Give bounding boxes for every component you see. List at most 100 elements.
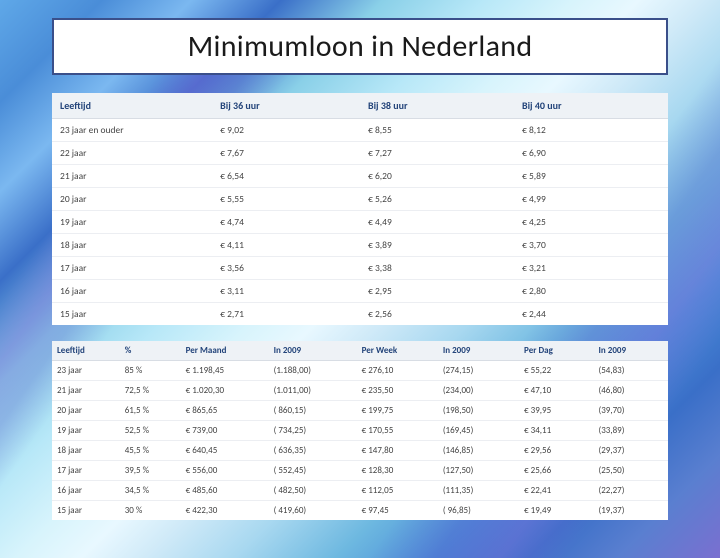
table-row: 17 jaar€ 3,56€ 3,38€ 3,21 bbox=[52, 257, 668, 280]
table-cell: € 556,00 bbox=[181, 461, 269, 481]
table-cell: (1.011,00) bbox=[269, 381, 357, 401]
table-cell: € 2,95 bbox=[360, 280, 514, 303]
table-cell: 17 jaar bbox=[52, 461, 120, 481]
hourly-wage-body: 23 jaar en ouder€ 9,02€ 8,55€ 8,1222 jaa… bbox=[52, 119, 668, 326]
table-cell: 16 jaar bbox=[52, 481, 120, 501]
table-cell: 21 jaar bbox=[52, 165, 212, 188]
table-cell: 19 jaar bbox=[52, 211, 212, 234]
table-cell: € 3,38 bbox=[360, 257, 514, 280]
table-cell: € 485,60 bbox=[181, 481, 269, 501]
table-cell: (146,85) bbox=[438, 441, 519, 461]
table-cell: 39,5 % bbox=[120, 461, 181, 481]
table-row: 20 jaar61,5 %€ 865,65( 860,15)€ 199,75(1… bbox=[52, 401, 668, 421]
tables-wrapper: Leeftijd Bij 36 uur Bij 38 uur Bij 40 uu… bbox=[52, 93, 668, 520]
col-leeftijd: Leeftijd bbox=[52, 341, 120, 361]
table-cell: € 25,66 bbox=[519, 461, 593, 481]
table-row: 20 jaar€ 5,55€ 5,26€ 4,99 bbox=[52, 188, 668, 211]
table-cell: € 34,11 bbox=[519, 421, 593, 441]
table-cell: € 5,26 bbox=[360, 188, 514, 211]
col-38uur: Bij 38 uur bbox=[360, 93, 514, 119]
table-cell: (33,89) bbox=[594, 421, 669, 441]
table-cell: (22,27) bbox=[594, 481, 669, 501]
table-cell: ( 552,45) bbox=[269, 461, 357, 481]
table-cell: 21 jaar bbox=[52, 381, 120, 401]
table-row: 15 jaar€ 2,71€ 2,56€ 2,44 bbox=[52, 303, 668, 326]
table-cell: € 19,49 bbox=[519, 501, 593, 521]
table-cell: (169,45) bbox=[438, 421, 519, 441]
table-cell: € 39,95 bbox=[519, 401, 593, 421]
table-cell: 72,5 % bbox=[120, 381, 181, 401]
table-cell: (127,50) bbox=[438, 461, 519, 481]
table-cell: € 112,05 bbox=[357, 481, 438, 501]
col-36uur: Bij 36 uur bbox=[212, 93, 360, 119]
table-cell: € 5,55 bbox=[212, 188, 360, 211]
table-cell: ( 860,15) bbox=[269, 401, 357, 421]
table-cell: € 739,00 bbox=[181, 421, 269, 441]
period-wage-table: Leeftijd % Per Maand In 2009 Per Week In… bbox=[52, 341, 668, 520]
page-title: Minimumloon in Nederland bbox=[74, 28, 646, 65]
table-row: 16 jaar€ 3,11€ 2,95€ 2,80 bbox=[52, 280, 668, 303]
col-week-2009: In 2009 bbox=[438, 341, 519, 361]
table-row: 19 jaar€ 4,74€ 4,49€ 4,25 bbox=[52, 211, 668, 234]
table-cell: € 7,27 bbox=[360, 142, 514, 165]
table-cell: € 29,56 bbox=[519, 441, 593, 461]
table-cell: € 199,75 bbox=[357, 401, 438, 421]
table-cell: 20 jaar bbox=[52, 401, 120, 421]
table-cell: € 2,80 bbox=[514, 280, 668, 303]
table-cell: (274,15) bbox=[438, 361, 519, 381]
table-row: 23 jaar en ouder€ 9,02€ 8,55€ 8,12 bbox=[52, 119, 668, 142]
table-cell: € 9,02 bbox=[212, 119, 360, 142]
table-cell: € 235,50 bbox=[357, 381, 438, 401]
table-cell: (111,35) bbox=[438, 481, 519, 501]
table-cell: ( 734,25) bbox=[269, 421, 357, 441]
table-cell: ( 636,35) bbox=[269, 441, 357, 461]
table-cell: € 640,45 bbox=[181, 441, 269, 461]
table-cell: € 4,99 bbox=[514, 188, 668, 211]
table-row: 21 jaar72,5 %€ 1.020,30(1.011,00)€ 235,5… bbox=[52, 381, 668, 401]
table-cell: 18 jaar bbox=[52, 441, 120, 461]
table-cell: € 4,11 bbox=[212, 234, 360, 257]
table-cell: 45,5 % bbox=[120, 441, 181, 461]
table-cell: (234,00) bbox=[438, 381, 519, 401]
table-cell: (39,70) bbox=[594, 401, 669, 421]
table-cell: 85 % bbox=[120, 361, 181, 381]
table-cell: € 7,67 bbox=[212, 142, 360, 165]
table-cell: (25,50) bbox=[594, 461, 669, 481]
table-cell: 16 jaar bbox=[52, 280, 212, 303]
table-cell: 34,5 % bbox=[120, 481, 181, 501]
col-week: Per Week bbox=[357, 341, 438, 361]
col-maand: Per Maand bbox=[181, 341, 269, 361]
table-cell: € 128,30 bbox=[357, 461, 438, 481]
table-cell: € 865,65 bbox=[181, 401, 269, 421]
title-container: Minimumloon in Nederland bbox=[52, 18, 668, 75]
table-cell: 23 jaar bbox=[52, 361, 120, 381]
table-row: 22 jaar€ 7,67€ 7,27€ 6,90 bbox=[52, 142, 668, 165]
table-row: 18 jaar45,5 %€ 640,45( 636,35)€ 147,80(1… bbox=[52, 441, 668, 461]
col-40uur: Bij 40 uur bbox=[514, 93, 668, 119]
table-cell: 30 % bbox=[120, 501, 181, 521]
table-cell: € 3,89 bbox=[360, 234, 514, 257]
table-row: 19 jaar52,5 %€ 739,00( 734,25)€ 170,55(1… bbox=[52, 421, 668, 441]
table-cell: € 4,25 bbox=[514, 211, 668, 234]
table-cell: € 5,89 bbox=[514, 165, 668, 188]
table-row: 15 jaar30 %€ 422,30( 419,60)€ 97,45( 96,… bbox=[52, 501, 668, 521]
table-cell: € 8,55 bbox=[360, 119, 514, 142]
table-cell: 20 jaar bbox=[52, 188, 212, 211]
table-cell: 17 jaar bbox=[52, 257, 212, 280]
table-cell: (29,37) bbox=[594, 441, 669, 461]
col-dag: Per Dag bbox=[519, 341, 593, 361]
table-cell: (198,50) bbox=[438, 401, 519, 421]
table-cell: (46,80) bbox=[594, 381, 669, 401]
table-cell: ( 96,85) bbox=[438, 501, 519, 521]
col-maand-2009: In 2009 bbox=[269, 341, 357, 361]
table-cell: € 3,21 bbox=[514, 257, 668, 280]
hourly-wage-table: Leeftijd Bij 36 uur Bij 38 uur Bij 40 uu… bbox=[52, 93, 668, 325]
table-cell: € 3,56 bbox=[212, 257, 360, 280]
table-cell: € 4,49 bbox=[360, 211, 514, 234]
table-cell: € 1.020,30 bbox=[181, 381, 269, 401]
table-cell: ( 482,50) bbox=[269, 481, 357, 501]
table-cell: 22 jaar bbox=[52, 142, 212, 165]
table-header-row: Leeftijd Bij 36 uur Bij 38 uur Bij 40 uu… bbox=[52, 93, 668, 119]
table-cell: € 2,56 bbox=[360, 303, 514, 326]
period-wage-body: 23 jaar85 %€ 1.198,45(1.188,00)€ 276,10(… bbox=[52, 361, 668, 521]
